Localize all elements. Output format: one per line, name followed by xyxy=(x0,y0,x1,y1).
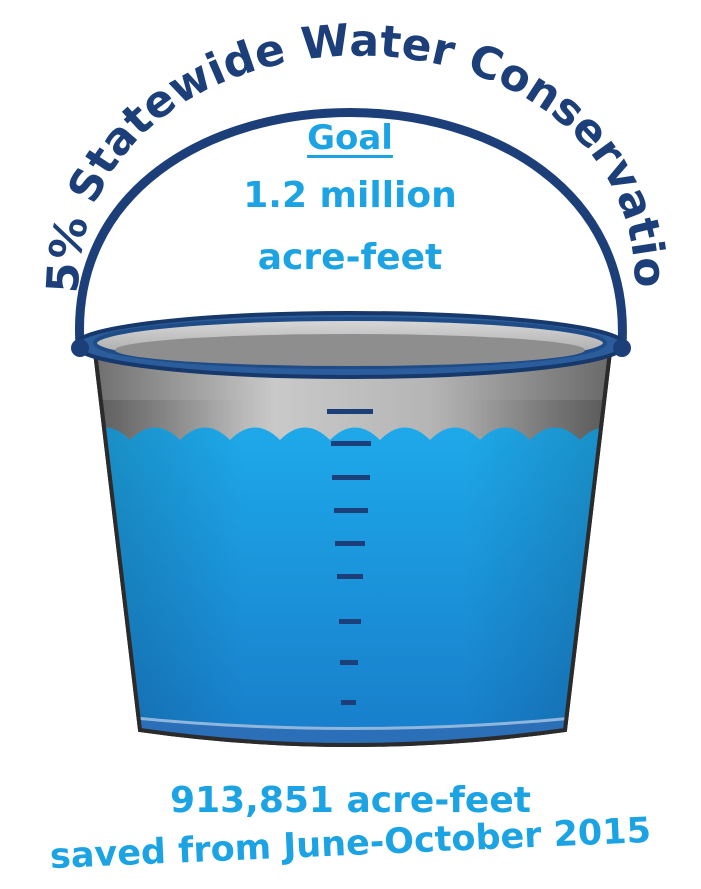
goal-heading: Goal xyxy=(307,118,393,158)
saved-amount: 913,851 acre-feet xyxy=(170,780,531,821)
bucket-icon xyxy=(71,311,631,747)
goal-amount: 1.2 million xyxy=(243,175,457,216)
measurement-marks xyxy=(327,409,373,705)
bucket-handle xyxy=(75,108,627,346)
goal-unit: acre-feet xyxy=(257,237,443,278)
